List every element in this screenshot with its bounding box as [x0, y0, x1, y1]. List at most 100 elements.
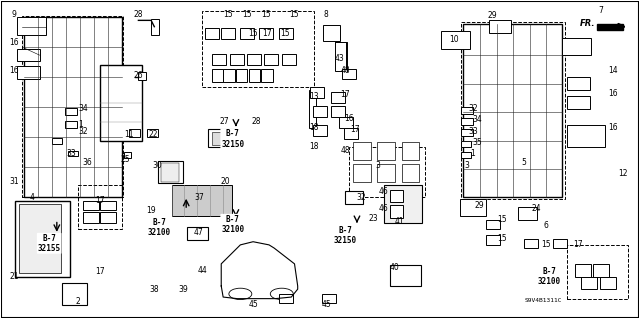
Text: 19: 19	[147, 206, 156, 215]
Text: 8: 8	[324, 10, 329, 19]
Text: 2: 2	[76, 297, 80, 306]
Bar	[65, 121, 77, 128]
Text: 15: 15	[497, 234, 506, 243]
Bar	[562, 38, 591, 55]
Bar	[68, 151, 78, 156]
Bar	[597, 24, 623, 30]
Bar	[313, 106, 327, 117]
Text: 22: 22	[148, 130, 158, 139]
Bar	[221, 28, 236, 39]
Text: 6: 6	[544, 221, 548, 230]
Text: 12: 12	[618, 169, 627, 178]
Bar	[461, 152, 471, 158]
Text: 10: 10	[449, 35, 459, 44]
Text: 25: 25	[121, 155, 131, 164]
Bar	[147, 130, 158, 137]
Text: 29: 29	[474, 201, 484, 210]
Bar	[353, 164, 371, 182]
Text: 18: 18	[309, 142, 318, 151]
Bar	[552, 239, 566, 248]
Bar	[78, 185, 122, 229]
Text: 15: 15	[261, 10, 271, 19]
Bar	[17, 66, 40, 79]
Text: 45: 45	[248, 300, 258, 309]
Bar	[248, 69, 260, 82]
Bar	[246, 54, 260, 65]
Bar	[172, 185, 232, 216]
Bar	[486, 235, 500, 245]
Text: 48: 48	[340, 145, 350, 154]
Bar	[600, 277, 616, 289]
Bar	[15, 201, 70, 277]
Bar	[346, 191, 364, 204]
Bar	[212, 69, 223, 82]
Bar	[230, 54, 244, 65]
Text: B-7
32150: B-7 32150	[334, 226, 357, 245]
Bar	[188, 227, 208, 240]
Bar	[83, 201, 99, 210]
Bar	[19, 204, 61, 273]
Bar	[518, 207, 537, 219]
Bar	[62, 283, 88, 305]
Text: 47: 47	[194, 228, 204, 237]
Text: 16: 16	[10, 38, 19, 47]
Text: 34: 34	[472, 115, 483, 124]
Text: 16: 16	[10, 66, 19, 76]
Bar	[331, 92, 345, 103]
Text: B-7
32100: B-7 32100	[538, 267, 561, 286]
Bar	[209, 130, 234, 147]
Text: 3: 3	[375, 161, 380, 170]
Bar	[322, 294, 336, 303]
Bar	[461, 22, 564, 199]
Bar	[335, 42, 346, 71]
Text: 32: 32	[356, 193, 366, 202]
Text: 15: 15	[248, 28, 258, 38]
Bar	[342, 69, 356, 79]
Bar	[129, 130, 140, 137]
Bar	[524, 239, 538, 248]
Bar	[282, 54, 296, 65]
Bar	[461, 129, 473, 136]
Text: 29: 29	[487, 11, 497, 20]
Bar	[567, 96, 589, 109]
Bar	[24, 17, 122, 197]
Text: B-7
32155: B-7 32155	[38, 234, 61, 253]
Bar	[157, 161, 183, 183]
Text: 36: 36	[83, 158, 92, 167]
Bar	[378, 142, 395, 160]
Bar	[401, 164, 419, 182]
Text: B-7
32100: B-7 32100	[221, 215, 244, 234]
Text: 45: 45	[321, 300, 332, 309]
Bar	[323, 25, 340, 41]
Bar	[461, 118, 473, 125]
Bar	[313, 125, 327, 136]
Bar	[349, 147, 425, 197]
Bar	[124, 152, 131, 158]
Bar	[22, 16, 123, 197]
Bar	[461, 107, 473, 114]
Bar	[278, 28, 292, 39]
Bar	[261, 69, 273, 82]
Text: 21: 21	[10, 272, 19, 281]
Bar	[460, 199, 486, 216]
Text: 33: 33	[468, 127, 478, 136]
Bar	[378, 164, 395, 182]
Bar	[236, 69, 247, 82]
Bar	[241, 28, 254, 39]
Bar	[100, 201, 116, 210]
Text: 16: 16	[608, 123, 618, 132]
Bar	[489, 20, 511, 33]
Bar	[575, 264, 591, 277]
Text: B-7
32100: B-7 32100	[148, 218, 171, 237]
Text: 17: 17	[262, 28, 272, 38]
Bar	[202, 11, 314, 87]
Text: 14: 14	[608, 66, 618, 76]
Bar	[384, 185, 422, 223]
Text: 37: 37	[194, 193, 204, 202]
Bar	[486, 219, 500, 229]
Text: 11: 11	[124, 130, 134, 139]
Bar	[17, 17, 46, 34]
Bar	[17, 49, 40, 62]
Text: 15: 15	[290, 10, 300, 19]
Text: 46: 46	[379, 204, 388, 213]
